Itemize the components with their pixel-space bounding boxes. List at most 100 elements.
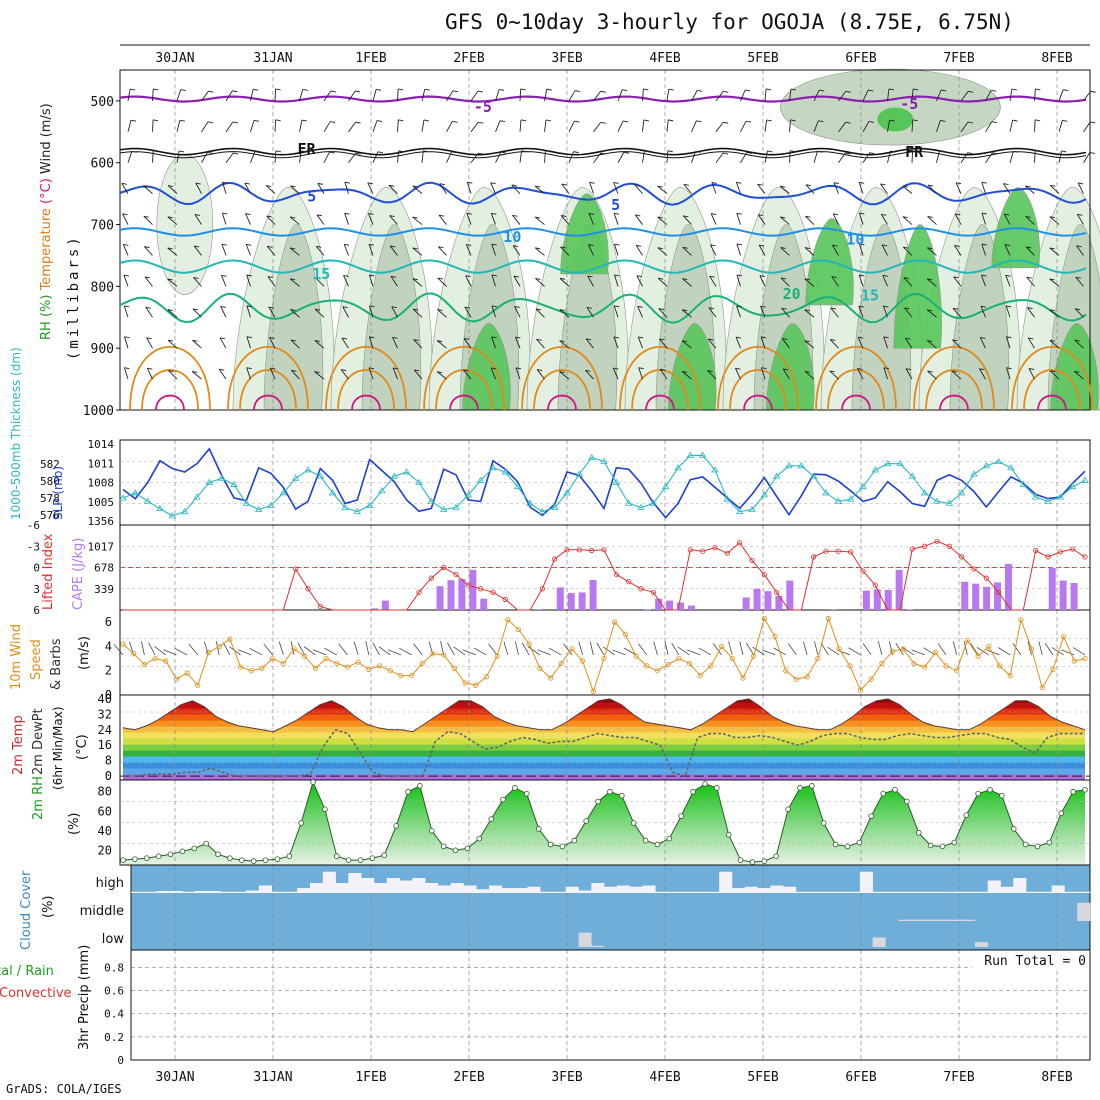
cloud-bar-high <box>731 888 746 893</box>
wind10-tick: 6 <box>105 615 112 629</box>
wind-barb <box>789 119 791 132</box>
wind-barb-flag <box>940 120 946 122</box>
cape-bar <box>480 598 488 610</box>
wind-barb-flag <box>315 308 321 311</box>
thickness-marker <box>131 489 140 496</box>
wind-barb <box>1034 119 1036 132</box>
wind-barb <box>757 183 766 194</box>
wind-barb-flag <box>660 368 666 371</box>
rh-marker <box>167 851 174 858</box>
wind-barb-flag <box>903 277 909 279</box>
wind-barb-flag <box>783 368 789 371</box>
wind-barb-flag <box>1035 119 1041 122</box>
wind-barb-flag <box>955 182 962 185</box>
wind-barb-flag <box>890 150 896 153</box>
wind-barb-10m <box>154 646 166 656</box>
rh-marker <box>262 857 269 863</box>
wind-barb-10m <box>1051 647 1064 656</box>
wind-barb-flag <box>491 367 497 370</box>
wind-barb <box>412 185 423 194</box>
wind-barb <box>348 121 356 133</box>
rh-marker <box>250 858 257 864</box>
wind-barb-flag <box>600 121 606 124</box>
wind-barb <box>167 185 178 194</box>
isotherm-loop <box>351 394 381 411</box>
wind10-marker <box>847 663 853 669</box>
rh-marker <box>797 785 803 791</box>
thickness-marker <box>279 489 288 496</box>
wind-barb-flag <box>535 216 541 219</box>
thickness-marker <box>1056 493 1065 500</box>
wind10-tick: 2 <box>105 664 112 678</box>
cloud-bar-high <box>770 885 784 893</box>
thickness-marker <box>193 493 201 500</box>
wind10-marker <box>141 662 147 668</box>
wind-barb <box>290 339 300 349</box>
wind10-marker <box>612 619 618 625</box>
wind-barb <box>813 151 818 163</box>
wind-barb-flag <box>466 212 472 215</box>
wind-barb <box>981 243 986 256</box>
wind-barb-flag <box>269 337 275 339</box>
wind-barb <box>289 247 300 256</box>
wind-barb <box>1006 367 1011 380</box>
wind-barb-10m <box>911 649 925 656</box>
li-marker <box>959 554 965 560</box>
wind-barb-flag <box>927 216 933 218</box>
wind-barb-flag <box>745 120 752 123</box>
cloud-bar-high <box>949 891 963 893</box>
cloud-bar-high <box>450 883 464 893</box>
wind-barb <box>862 89 869 102</box>
wind-barb <box>587 275 594 287</box>
wind-barb-10m <box>862 643 872 656</box>
cape-bar <box>786 580 794 610</box>
wind-barb <box>936 89 942 102</box>
cloud-bar-high <box>1038 891 1052 893</box>
rh-marker <box>227 855 233 861</box>
wind-barb-flag <box>452 120 458 123</box>
wind-barb <box>862 121 870 133</box>
cloud-middle-label: middle <box>80 904 124 919</box>
wind-barb-10m <box>188 643 199 656</box>
thickness-marker <box>415 478 423 485</box>
wind10-marker <box>761 615 767 622</box>
rh-marker <box>607 788 613 795</box>
isotherm-label: FR <box>905 143 924 161</box>
wind-barb <box>985 121 993 133</box>
wind-barb <box>267 276 276 287</box>
wind-barb <box>617 89 623 102</box>
cape-bar <box>972 583 980 610</box>
wind-barb-flag <box>1049 339 1055 342</box>
wind-barb-10m <box>222 642 231 656</box>
wind-barb-flag <box>928 184 934 187</box>
wind-barb-flag <box>121 182 127 185</box>
li-marker <box>626 579 632 585</box>
wind-barb-flag <box>246 367 252 370</box>
panel-frame-ua <box>119 69 1091 411</box>
wind-barb-flag <box>766 88 772 91</box>
ylabel-part: (°C) <box>39 174 54 204</box>
wind-barb <box>832 213 839 225</box>
wind10-marker <box>697 672 703 679</box>
wind10-marker <box>366 666 372 673</box>
wind-barb <box>511 184 521 194</box>
wind10-marker <box>996 663 1003 669</box>
wind-barb-flag <box>124 305 130 308</box>
wind10-marker <box>547 675 554 681</box>
cloud-bar-middle <box>898 919 912 921</box>
cloud-bar-high <box>578 890 592 893</box>
run-total: Run Total = 0 <box>984 954 1086 969</box>
wind-barb <box>421 119 425 132</box>
rh-marker <box>512 785 518 791</box>
temp-tick: 8 <box>105 754 112 768</box>
wind-barb-flag <box>980 305 987 308</box>
wind-barb-flag <box>521 150 527 153</box>
isotherm-loop <box>547 394 577 411</box>
wind-barb-flag <box>905 368 912 371</box>
rh-marker <box>524 790 530 797</box>
wind-barb-10m <box>827 646 840 656</box>
wind-barb <box>904 307 913 318</box>
pressure-tick: 700 <box>91 219 114 234</box>
wind-barb <box>709 275 717 287</box>
wind-barb-flag <box>246 305 252 308</box>
